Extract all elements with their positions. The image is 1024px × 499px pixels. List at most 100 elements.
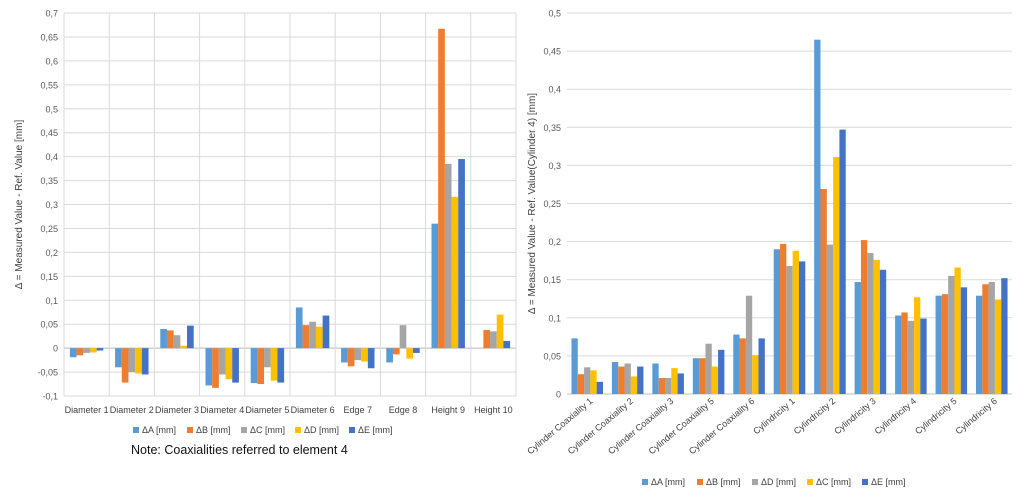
legend-swatch <box>862 479 868 485</box>
legend-label: ΔA [mm] <box>651 477 685 487</box>
y-tick-label: 0,55 <box>40 80 58 90</box>
bar <box>718 349 725 394</box>
y-tick-label: 0,05 <box>543 351 561 361</box>
y-tick-label: 0,65 <box>40 32 58 42</box>
y-tick-label: 0,45 <box>543 47 561 57</box>
legend-swatch <box>241 427 247 433</box>
legend-swatch <box>752 479 758 485</box>
bar <box>780 243 787 394</box>
bar <box>135 348 142 374</box>
bar <box>798 261 806 394</box>
bar <box>948 275 955 394</box>
bar <box>907 320 915 394</box>
y-tick-label: 0,3 <box>548 161 561 171</box>
y-axis-title: Δ = Measured Value - Ref. Value(Cylinder… <box>527 93 538 314</box>
legend-label: ΔB [mm] <box>196 425 231 435</box>
bar <box>820 189 827 394</box>
bar <box>960 287 968 394</box>
y-tick-label: 0,7 <box>45 9 58 19</box>
category-label: Height 10 <box>474 405 513 415</box>
bar <box>571 338 578 394</box>
y-tick-label: 0,6 <box>45 56 58 66</box>
bar <box>160 328 167 349</box>
bar <box>664 378 672 394</box>
bar <box>792 250 799 394</box>
bar <box>166 330 174 349</box>
bar <box>652 363 659 394</box>
bar <box>860 240 868 394</box>
bar <box>96 348 104 351</box>
bar <box>302 325 310 349</box>
legend-swatch <box>295 427 301 433</box>
bar <box>496 314 504 349</box>
bar <box>773 249 781 394</box>
category-label: Cylindricity 5 <box>913 396 959 436</box>
bar <box>994 299 1002 394</box>
bar <box>920 318 927 394</box>
y-tick-label: 0,25 <box>543 199 561 209</box>
bar <box>270 348 278 381</box>
legend-swatch <box>697 479 703 485</box>
bar <box>699 358 706 394</box>
legend-label: ΔA [mm] <box>142 425 176 435</box>
category-label: Edge 8 <box>389 405 418 415</box>
bar <box>637 366 644 394</box>
legend-label: ΔD [mm] <box>304 425 339 435</box>
bar <box>361 348 368 362</box>
bar <box>988 281 995 394</box>
bar <box>901 312 908 394</box>
bar <box>264 348 271 368</box>
bar <box>399 325 407 349</box>
bar <box>596 381 603 394</box>
category-label: Height 9 <box>431 405 465 415</box>
bar <box>431 223 439 349</box>
bar <box>392 348 400 355</box>
bar <box>69 348 77 358</box>
legend-swatch <box>133 427 139 433</box>
y-tick-label: 0,1 <box>45 296 58 306</box>
bar <box>458 159 465 349</box>
bar <box>590 370 597 394</box>
bar <box>814 39 821 395</box>
bar <box>739 338 746 394</box>
bar <box>624 363 631 394</box>
bar <box>295 307 303 349</box>
bar <box>745 295 753 394</box>
category-label: Cylindricity 2 <box>792 396 838 436</box>
category-label: Cylindricity 1 <box>751 396 797 436</box>
bar <box>752 355 759 394</box>
bar <box>250 348 258 384</box>
bar <box>76 348 84 356</box>
y-tick-label: 0,3 <box>45 200 58 210</box>
bar <box>406 348 414 359</box>
y-tick-label: 0,15 <box>543 275 561 285</box>
y-tick-label: 0,4 <box>548 85 561 95</box>
bar <box>490 331 497 349</box>
bar <box>225 348 233 380</box>
bar <box>347 348 355 367</box>
y-tick-label: 0,15 <box>40 272 58 282</box>
legend-label: ΔE [mm] <box>871 477 906 487</box>
bar <box>187 325 194 349</box>
bar <box>611 362 619 394</box>
legend-swatch <box>349 427 355 433</box>
bar <box>322 315 330 349</box>
y-tick-label: 0,4 <box>45 152 58 162</box>
legend-label: ΔC [mm] <box>250 425 285 435</box>
y-tick-label: 0,35 <box>543 123 561 133</box>
category-label: Cylindricity 3 <box>832 396 878 436</box>
bar <box>218 348 226 375</box>
bar <box>438 28 445 349</box>
bar <box>879 269 887 394</box>
bar <box>786 265 793 394</box>
legend-label: ΔD [mm] <box>761 477 796 487</box>
bar <box>671 368 678 394</box>
bar <box>914 297 921 394</box>
legend-label: ΔC [mm] <box>816 477 851 487</box>
bar <box>212 348 219 388</box>
category-label: Diameter 1 <box>65 405 109 415</box>
bar <box>705 343 712 394</box>
y-axis-title: Δ = Measured Value - Ref. Value [mm] <box>14 120 25 290</box>
bar <box>982 284 989 394</box>
